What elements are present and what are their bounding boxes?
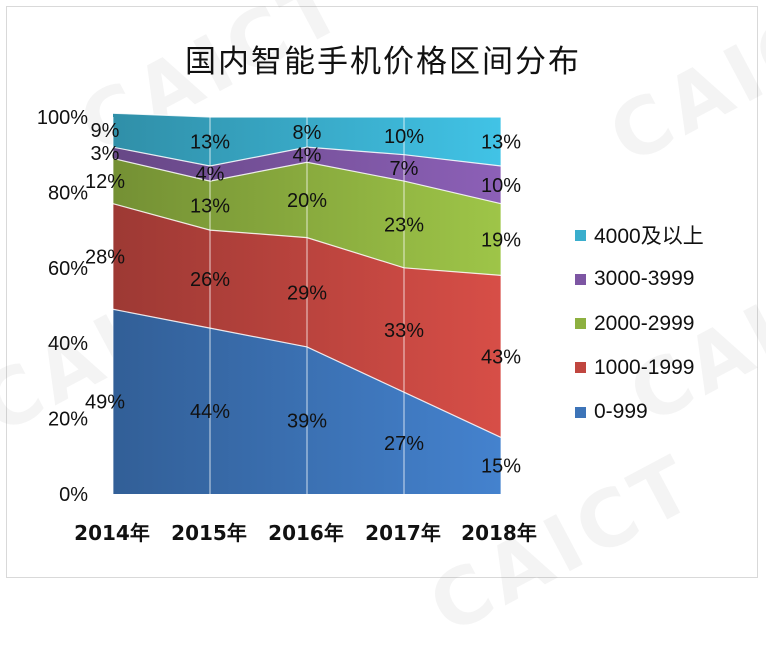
y-tick-label: 60% [48,258,88,280]
data-label: 33% [384,320,424,342]
data-label: 28% [85,246,125,268]
x-tick-label: 2014年 [74,521,150,545]
legend-item-2000-2999: 2000-2999 [575,311,704,335]
x-tick-label: 2017年 [365,521,441,545]
data-label: 7% [390,158,419,180]
y-tick-label: 40% [48,333,88,355]
data-label: 13% [190,196,230,218]
legend-label: 1000-1999 [594,355,695,379]
y-tick-label: 100% [37,107,88,129]
data-label: 12% [85,171,125,193]
legend-label: 4000及以上 [594,225,704,248]
legend-label: 0-999 [594,400,648,424]
x-tick-label: 2016年 [268,521,344,545]
data-label: 26% [190,269,230,291]
stacked-area-chart: 0% 20% 40% 60% 80% 100% 2014年 2015年 2016年 2017年 20… [37,107,537,545]
data-label: 9% [91,120,120,142]
data-label: 4% [293,145,322,167]
data-label: 4% [196,164,225,186]
data-label: 10% [384,126,424,148]
y-tick-label: 80% [48,182,88,204]
data-label: 27% [384,433,424,455]
legend-swatch [575,229,586,241]
data-label: 39% [287,410,327,432]
legend-item-4000+: 4000及以上 [575,224,704,248]
y-tick-label: 20% [48,409,88,431]
chart-legend: 4000及以上 3000-3999 2000-2999 1000-1999 0-999 [575,224,704,445]
data-label: 20% [287,190,327,212]
legend-swatch [575,362,586,374]
x-tick-label: 2018年 [461,521,537,545]
chart-title: 国内智能手机价格区间分布 [185,44,581,80]
data-label: 43% [481,346,521,368]
data-label: 8% [293,122,322,144]
legend-swatch [575,406,586,418]
data-label: 49% [85,392,125,414]
data-label: 23% [384,214,424,236]
data-label: 13% [190,132,230,154]
legend-label: 2000-2999 [594,311,695,335]
data-label: 10% [481,175,521,197]
data-label: 19% [481,230,521,252]
data-label: 3% [91,143,120,165]
legend-swatch [575,273,586,285]
legend-swatch [575,318,586,330]
legend-item-3000-3999: 3000-3999 [575,267,704,291]
legend-item-1000-1999: 1000-1999 [575,355,704,379]
legend-label: 3000-3999 [594,267,695,291]
data-label: 29% [287,282,327,304]
data-label: 44% [190,401,230,423]
data-label: 13% [481,132,521,154]
y-tick-label: 0% [59,484,88,506]
legend-item-0-999: 0-999 [575,400,704,424]
x-tick-label: 2015年 [171,521,247,545]
data-label: 15% [481,456,521,478]
